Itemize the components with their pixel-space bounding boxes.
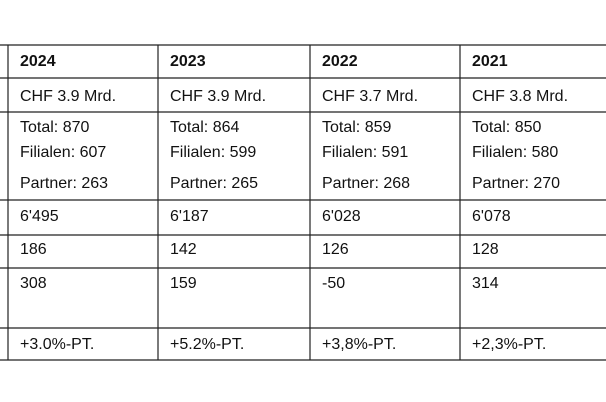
header-cell: 2022 (322, 53, 358, 70)
cell: 128 (472, 241, 499, 258)
cell: 308 (20, 275, 47, 292)
cell-line: Total: 864 (170, 119, 239, 136)
cell: +3.0%-PT. (20, 336, 94, 353)
cell-line: Partner: 263 (20, 175, 108, 192)
cell-line: Partner: 268 (322, 175, 410, 192)
cell-line: Filialen: 599 (170, 144, 256, 161)
cell: CHF 3.7 Mrd. (322, 88, 418, 105)
cell: +5.2%-PT. (170, 336, 244, 353)
cell: CHF 3.9 Mrd. (20, 88, 116, 105)
cell: 6'187 (170, 208, 209, 225)
cell: 6'495 (20, 208, 59, 225)
cell: 159 (170, 275, 197, 292)
cell: 314 (472, 275, 499, 292)
cell: 6'028 (322, 208, 361, 225)
cell-line: Filialen: 591 (322, 144, 408, 161)
cell: 6'078 (472, 208, 511, 225)
cell-line: Partner: 270 (472, 175, 560, 192)
cell: -50 (322, 275, 345, 292)
cell-line: Partner: 265 (170, 175, 258, 192)
cell-line: Total: 870 (20, 119, 89, 136)
header-cell: 2021 (472, 53, 508, 70)
cell: 126 (322, 241, 349, 258)
cell-line: Total: 850 (472, 119, 541, 136)
header-cell: 2023 (170, 53, 206, 70)
grid (0, 44, 606, 361)
cell-line: Total: 859 (322, 119, 391, 136)
cell: 186 (20, 241, 47, 258)
cell: CHF 3.8 Mrd. (472, 88, 568, 105)
cell: 142 (170, 241, 197, 258)
cell: +3,8%-PT. (322, 336, 396, 353)
cell-line: Filialen: 580 (472, 144, 558, 161)
cell-line: Filialen: 607 (20, 144, 106, 161)
header-cell: 2024 (20, 53, 56, 70)
cell: +2,3%-PT. (472, 336, 546, 353)
cell: CHF 3.9 Mrd. (170, 88, 266, 105)
